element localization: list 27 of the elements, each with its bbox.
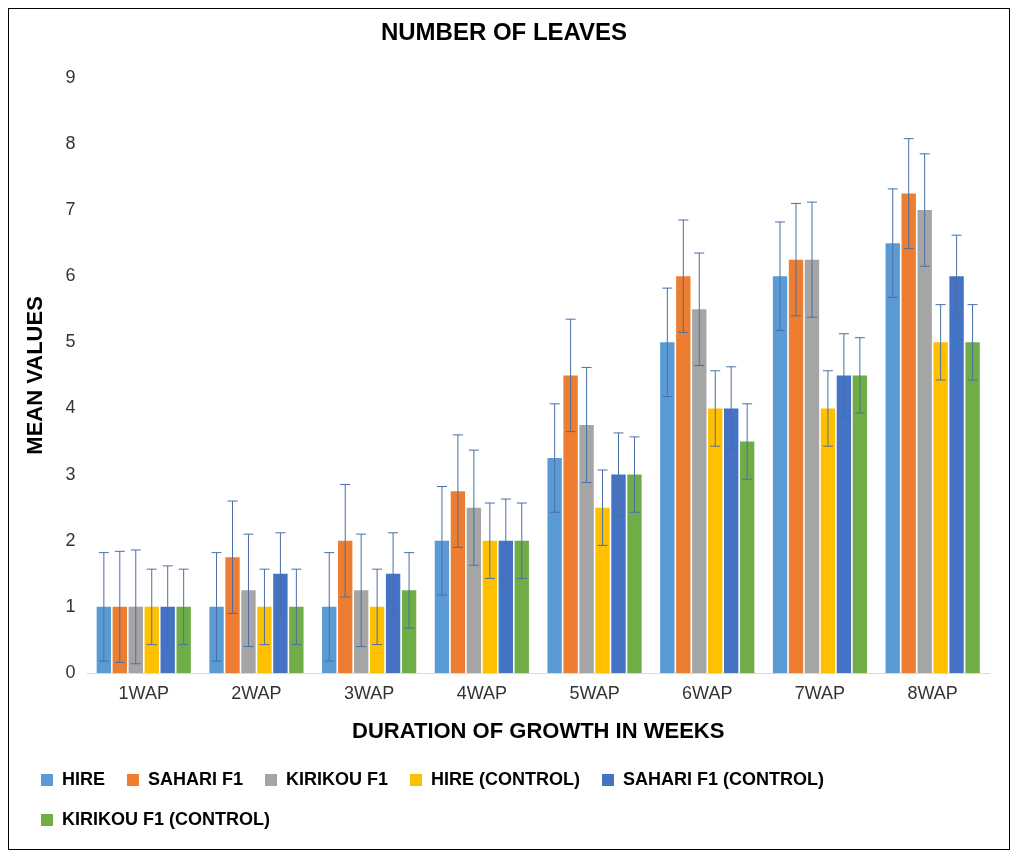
legend-label: SAHARI F1 — [148, 768, 244, 789]
chart-title: NUMBER OF LEAVES — [380, 18, 628, 46]
legend-label: KIRIKOU F1 (CONTROL) — [62, 808, 270, 829]
x-tick-label: 8WAP — [907, 682, 958, 703]
legend-label: HIRE (CONTROL) — [431, 768, 581, 789]
legend-label: HIRE — [62, 768, 106, 789]
y-tick-label: 9 — [65, 66, 76, 87]
x-tick-label: 4WAP — [456, 682, 508, 703]
x-tick-label: 7WAP — [794, 682, 846, 703]
x-tick-label: 6WAP — [682, 682, 733, 703]
y-tick-label: 2 — [65, 529, 76, 550]
y-tick-label: 0 — [65, 661, 76, 682]
y-tick-label: 1 — [65, 595, 76, 616]
x-tick-label: 3WAP — [343, 682, 395, 703]
y-tick-label: 8 — [65, 132, 76, 153]
y-tick-label: 3 — [65, 463, 76, 484]
legend-label: KIRIKOU F1 — [286, 768, 389, 789]
x-tick-label: 5WAP — [569, 682, 620, 703]
y-axis-title: MEAN VALUES — [22, 296, 48, 455]
x-axis-title: DURATION OF GROWTH IN WEEKS — [352, 717, 725, 743]
y-tick-label: 4 — [65, 397, 76, 418]
x-tick-label: 1WAP — [118, 682, 169, 703]
y-tick-label: 6 — [65, 265, 76, 286]
x-tick-label: 2WAP — [231, 682, 282, 703]
legend-label: SAHARI F1 (CONTROL) — [623, 768, 824, 789]
y-tick-label: 7 — [65, 199, 76, 220]
y-tick-label: 5 — [65, 331, 76, 352]
